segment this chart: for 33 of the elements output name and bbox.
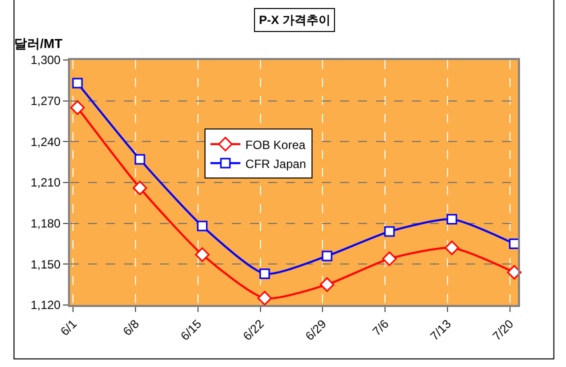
x-tick-label: 6/1 bbox=[58, 316, 80, 339]
point bbox=[134, 154, 146, 165]
x-tick-label: 6/22 bbox=[240, 316, 267, 344]
point bbox=[384, 226, 395, 237]
legend-label: FOB Korea bbox=[245, 138, 306, 152]
x-tick-label: 6/8 bbox=[120, 316, 142, 339]
x-tick-label: 7/13 bbox=[427, 316, 454, 344]
y-tick-label: 1,300 bbox=[30, 53, 61, 68]
point bbox=[259, 268, 270, 279]
y-tick-label: 1,270 bbox=[30, 94, 61, 108]
point bbox=[446, 214, 458, 224]
point bbox=[382, 251, 397, 266]
point bbox=[320, 277, 334, 292]
point bbox=[444, 240, 460, 256]
x-tick-label: 7/20 bbox=[490, 316, 516, 344]
y-tick-label: 1,240 bbox=[30, 134, 61, 149]
chart-title: P-X 가격추이 bbox=[259, 13, 330, 27]
point bbox=[195, 247, 210, 262]
point bbox=[70, 100, 85, 115]
point bbox=[197, 220, 208, 232]
point bbox=[322, 250, 332, 262]
point bbox=[507, 265, 522, 280]
y-tick-label: 1,150 bbox=[30, 257, 61, 272]
x-tick-label: 6/29 bbox=[302, 316, 330, 344]
point bbox=[132, 180, 148, 196]
y-axis-title: 달러/MT bbox=[14, 36, 62, 51]
x-tick-label: 7/6 bbox=[370, 316, 392, 339]
y-tick-label: 1,180 bbox=[30, 216, 61, 231]
point bbox=[72, 78, 83, 88]
point bbox=[257, 290, 272, 306]
y-tick-label: 1,120 bbox=[30, 298, 61, 312]
y-tick-label: 1,210 bbox=[30, 176, 61, 190]
legend-label: CFR Japan bbox=[245, 156, 306, 171]
